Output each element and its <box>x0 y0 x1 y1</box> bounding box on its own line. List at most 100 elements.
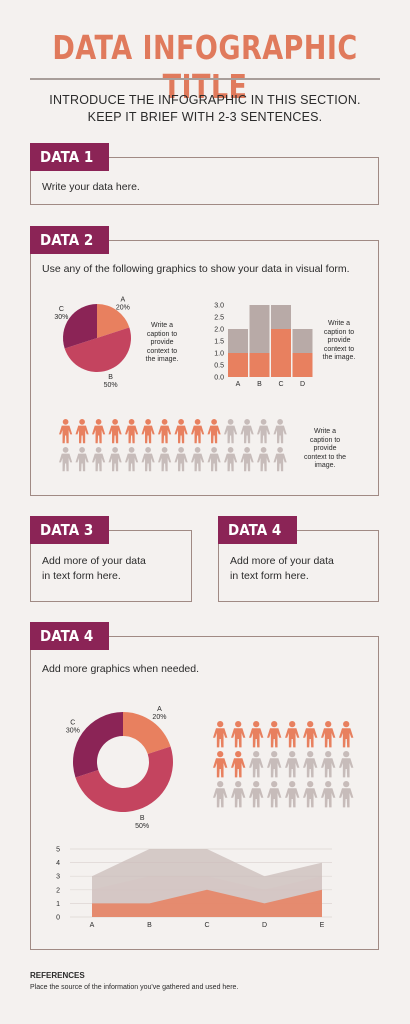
grid-person-icon-2-3 <box>267 781 282 808</box>
data1-box <box>30 157 379 205</box>
row-person-icon-1-2 <box>92 447 106 472</box>
grid-person-icon-0-2 <box>249 721 264 748</box>
references-heading: REFERENCES <box>30 971 85 980</box>
bar-bottom-a <box>228 353 248 377</box>
donut-label-a: A <box>157 706 162 713</box>
row-person-icon-1-12 <box>257 447 271 472</box>
grid-person-icon-2-6 <box>321 781 336 808</box>
bar-xtick-b: B <box>257 381 262 388</box>
people-pictograph <box>59 419 287 472</box>
area-xtick-d: D <box>262 922 267 929</box>
bar-bottom-b <box>249 353 270 377</box>
row-person-icon-1-8 <box>191 447 205 472</box>
bar-ytick-2: 1.0 <box>214 351 224 358</box>
row-person-icon-0-4 <box>125 419 139 444</box>
grid-person-icon-1-3 <box>267 751 282 778</box>
donut-slice-b <box>75 746 173 812</box>
row-person-icon-0-10 <box>224 419 238 444</box>
bar-xtick-a: A <box>236 381 241 388</box>
data4-graphics-box <box>30 636 379 950</box>
donut-chart: A20% B50% C30% <box>66 706 173 830</box>
donut-label-b: B <box>140 815 145 822</box>
data4-graphics-tag: DATA 4 <box>30 622 110 650</box>
grid-person-icon-0-1 <box>231 721 246 748</box>
row-person-icon-1-3 <box>108 447 122 472</box>
row-person-icon-0-13 <box>273 419 287 444</box>
bar-xtick-c: C <box>278 381 283 388</box>
area-ytick-0: 0 <box>56 915 60 922</box>
grid-person-icon-1-2 <box>249 751 264 778</box>
row-person-icon-1-13 <box>273 447 287 472</box>
row-person-icon-0-9 <box>207 419 221 444</box>
data4-tag: DATA 4 <box>218 516 298 544</box>
bar-chart: 0.0 0.5 1.0 1.5 2.0 2.5 3.0 A B C D <box>214 303 313 388</box>
pie-slice-c <box>62 304 97 349</box>
row-person-icon-0-2 <box>92 419 106 444</box>
row-person-icon-1-0 <box>59 447 73 472</box>
pie-chart: A20% B50% C30% <box>54 296 131 389</box>
row-person-icon-1-9 <box>207 447 221 472</box>
pie-pct-b: 50% <box>104 382 118 389</box>
grid-person-icon-2-1 <box>231 781 246 808</box>
pie-slice-b <box>64 327 131 372</box>
area-ytick-1: 1 <box>56 901 60 908</box>
pie-pct-a: 20% <box>116 304 130 311</box>
data3-tag: DATA 3 <box>30 516 110 544</box>
grid-person-icon-1-6 <box>321 751 336 778</box>
row-person-icon-1-6 <box>158 447 172 472</box>
pie-caption: Write a caption to provide context to the im… <box>145 322 179 363</box>
intro-text: INTRODUCE THE INFOGRAPHIC IN THIS SECTIO… <box>30 92 380 126</box>
donut-pct-b: 50% <box>135 823 149 830</box>
row-person-icon-1-5 <box>141 447 155 472</box>
area-ytick-3: 3 <box>56 874 60 881</box>
grid-person-icon-0-0 <box>213 721 228 748</box>
grid-person-icon-0-4 <box>285 721 300 748</box>
area-series-0 <box>92 889 322 917</box>
grid-person-icon-1-1 <box>231 751 246 778</box>
bar-top-a <box>228 329 248 353</box>
donut-slice-c <box>72 712 123 778</box>
bar-ytick-6: 3.0 <box>214 303 224 310</box>
row-person-icon-0-3 <box>108 419 122 444</box>
data2-text: Use any of the following graphics to sho… <box>42 263 350 275</box>
row-person-icon-0-7 <box>174 419 188 444</box>
data4-text: Add more of your data in text form here. <box>230 555 334 582</box>
data4-graphics-text: Add more graphics when needed. <box>42 663 200 675</box>
bar-bottom-c <box>271 329 291 377</box>
bar-top-c <box>271 305 291 329</box>
area-ytick-4: 4 <box>56 860 60 867</box>
bar-top-d <box>292 329 313 353</box>
bar-xtick-d: D <box>300 381 305 388</box>
data4-box <box>218 530 379 602</box>
grid-person-icon-1-0 <box>213 751 228 778</box>
bar-top-b <box>249 305 270 353</box>
grid-person-icon-0-5 <box>303 721 318 748</box>
row-person-icon-1-1 <box>75 447 89 472</box>
grid-person-icon-2-2 <box>249 781 264 808</box>
references-text: Place the source of the information you'… <box>30 984 239 991</box>
pie-label-c: C <box>59 306 64 313</box>
data3-box <box>30 530 192 602</box>
row-person-icon-1-4 <box>125 447 139 472</box>
grid-person-icon-0-3 <box>267 721 282 748</box>
row-person-icon-0-11 <box>240 419 254 444</box>
pie-label-b: B <box>108 374 113 381</box>
bar-caption: Write a caption to provide context to the im… <box>322 320 356 361</box>
bar-ytick-1: 0.5 <box>214 363 224 370</box>
pie-label-a: A <box>121 296 126 303</box>
row-person-icon-0-1 <box>75 419 89 444</box>
area-xtick-c: C <box>204 922 209 929</box>
area-ytick-5: 5 <box>56 847 60 854</box>
bar-bottom-d <box>292 353 313 377</box>
pie-slice-a <box>97 304 130 338</box>
bar-ytick-5: 2.5 <box>214 315 224 322</box>
area-ytick-2: 2 <box>56 887 60 894</box>
grid-person-icon-2-4 <box>285 781 300 808</box>
page-title: DATA INFOGRAPHIC TITLE <box>52 28 358 106</box>
area-xtick-a: A <box>90 922 95 929</box>
title-divider <box>30 78 380 80</box>
grid-person-icon-1-7 <box>339 751 354 778</box>
donut-label-c: C <box>70 720 75 727</box>
data1-tag: DATA 1 <box>30 143 110 171</box>
row-person-icon-0-0 <box>59 419 73 444</box>
